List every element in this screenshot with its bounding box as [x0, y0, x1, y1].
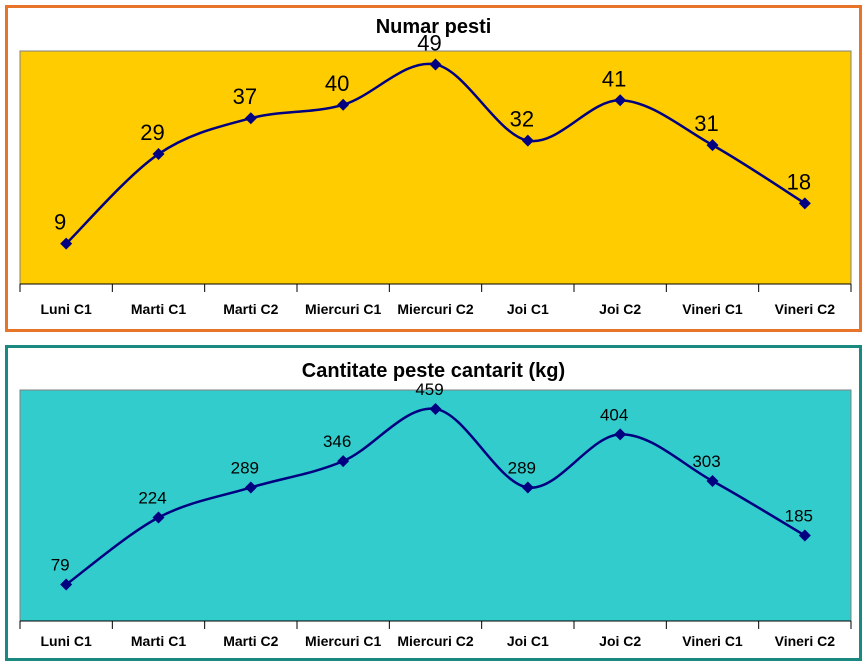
data-label: 37	[233, 84, 257, 109]
data-label: 9	[54, 210, 66, 235]
series-line	[65, 407, 806, 586]
data-label: 346	[323, 432, 351, 451]
data-label: 18	[787, 169, 811, 194]
data-point	[152, 148, 165, 161]
data-point	[429, 58, 442, 71]
x-tick-label: Marti C1	[131, 301, 186, 317]
x-tick-label: Miercuri C1	[305, 633, 381, 649]
data-point	[60, 578, 73, 591]
x-tick-label: Vineri C1	[682, 301, 743, 317]
data-point	[706, 475, 719, 488]
x-tick-label: Miercuri C2	[397, 301, 473, 317]
data-point	[614, 94, 627, 107]
x-tick-label: Miercuri C1	[305, 301, 381, 317]
x-tick-label: Vineri C2	[775, 301, 836, 317]
data-label: 49	[417, 30, 441, 55]
data-label: 404	[600, 405, 628, 424]
data-point	[521, 481, 534, 494]
x-tick-label: Joi C1	[507, 301, 549, 317]
data-label: 459	[415, 380, 443, 399]
x-tick-label: Miercuri C2	[397, 633, 473, 649]
x-tick-label: Luni C1	[40, 301, 92, 317]
data-point	[60, 237, 73, 250]
chart-title: Cantitate peste cantarit (kg)	[301, 360, 566, 382]
x-tick-label: Marti C2	[223, 301, 278, 317]
data-point	[798, 197, 811, 210]
data-label: 40	[325, 71, 349, 96]
data-point	[244, 112, 257, 125]
fish-count-plot: Luni C1 Marti C1 Marti C2 Miercuri C1 Miercu…	[19, 30, 852, 317]
x-tick-label: Marti C2	[223, 633, 278, 649]
data-label: 29	[140, 120, 164, 145]
x-tick-label: Joi C1	[507, 633, 549, 649]
data-label: 303	[692, 452, 720, 471]
data-point	[521, 134, 534, 147]
fish-weight-plot: Luni C1 Marti C1 Marti C2 Miercuri C1 Miercu…	[19, 380, 852, 649]
data-label: 41	[602, 66, 626, 91]
x-tick-label: Marti C1	[131, 633, 186, 649]
x-tick-label: Luni C1	[40, 633, 92, 649]
data-point	[337, 455, 350, 468]
fish-count-chart: Numar pesti Luni C1 Marti C1 Marti C2 Mierc…	[5, 5, 862, 332]
data-point	[244, 481, 257, 494]
data-label: 289	[231, 458, 259, 477]
x-tick-label: Vineri C1	[682, 633, 743, 649]
data-label: 79	[51, 556, 70, 575]
x-tick-label: Joi C2	[599, 301, 641, 317]
data-point	[429, 402, 442, 415]
chart-title: Numar pesti	[375, 16, 492, 38]
data-label: 289	[508, 458, 536, 477]
data-point	[798, 529, 811, 542]
data-label: 224	[138, 489, 166, 508]
data-label: 185	[785, 507, 813, 526]
fish-weight-chart: Cantitate peste cantarit (kg) Luni C1 Mar…	[5, 345, 862, 661]
data-label: 31	[694, 111, 718, 136]
x-tick-label: Joi C2	[599, 633, 641, 649]
data-label: 32	[510, 107, 534, 132]
x-tick-label: Vineri C2	[775, 633, 836, 649]
data-point	[706, 139, 719, 152]
plot-area	[19, 50, 852, 285]
plot-area	[19, 389, 852, 622]
data-point	[337, 98, 350, 111]
data-point	[614, 428, 627, 441]
